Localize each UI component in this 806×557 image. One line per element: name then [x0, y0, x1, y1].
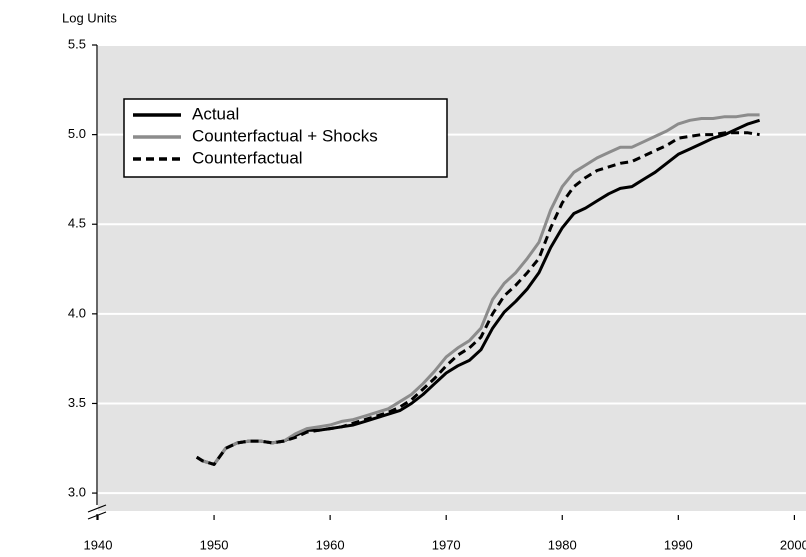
axis-break	[87, 504, 107, 513]
y-tick-label: 5.5	[68, 36, 86, 51]
legend-text: Counterfactual + Shocks	[192, 126, 378, 145]
y-tick-label: 4.5	[68, 216, 86, 231]
x-tick-label: 1980	[548, 537, 577, 552]
x-tick-label: 1990	[664, 537, 693, 552]
x-tick-label: 1940	[84, 537, 113, 552]
lines	[195, 113, 761, 466]
legend: Actual Counterfactual + Shocks Counterfact…	[123, 98, 448, 178]
legend-text: Counterfactual	[192, 148, 303, 167]
series-line	[195, 113, 760, 466]
y-tick-label: 4.0	[68, 305, 86, 320]
y-tick-label: 5.0	[68, 126, 86, 141]
grid	[92, 44, 806, 520]
x-tick-label: 1970	[432, 537, 461, 552]
y-axis-title: Log Units	[62, 10, 117, 25]
x-tick-label: 1950	[200, 537, 229, 552]
series-line	[195, 131, 760, 466]
legend-text: Actual	[192, 104, 239, 123]
x-tick-label: 1960	[316, 537, 345, 552]
y-tick-label: 3.0	[68, 485, 86, 500]
x-tick-label: 2000	[780, 537, 806, 552]
y-tick-label: 3.5	[68, 395, 86, 410]
